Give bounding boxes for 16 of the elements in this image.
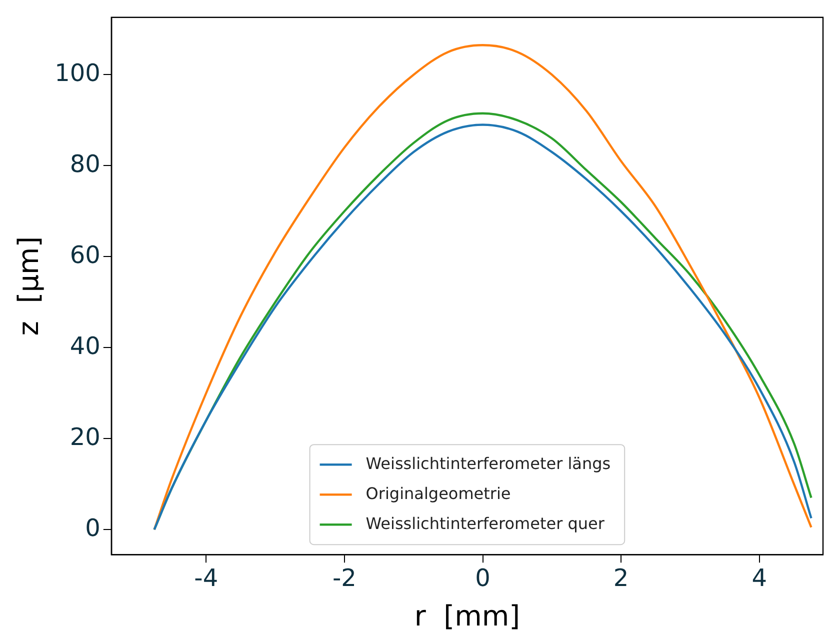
y-tick-label: 100 (54, 58, 100, 87)
y-axis-title: z [µm] (12, 236, 46, 336)
y-tick-label: 60 (70, 240, 100, 269)
x-axis-title: r [mm] (414, 599, 520, 632)
y-tick-label: 20 (70, 422, 100, 451)
legend-label: Weisslichtinterferometer quer (366, 514, 605, 533)
x-tick-label: -4 (194, 564, 218, 592)
x-tick-label: 0 (475, 564, 490, 592)
legend-label: Weisslichtinterferometer längs (366, 454, 611, 473)
y-tick-label: 0 (85, 514, 100, 542)
x-tick-label: 4 (752, 564, 768, 592)
x-tick-label: -2 (332, 564, 356, 592)
x-tick-label: 2 (613, 564, 629, 592)
y-tick-label: 80 (70, 150, 100, 178)
legend-label: Originalgeometrie (366, 484, 511, 503)
y-tick-label: 40 (70, 332, 100, 360)
